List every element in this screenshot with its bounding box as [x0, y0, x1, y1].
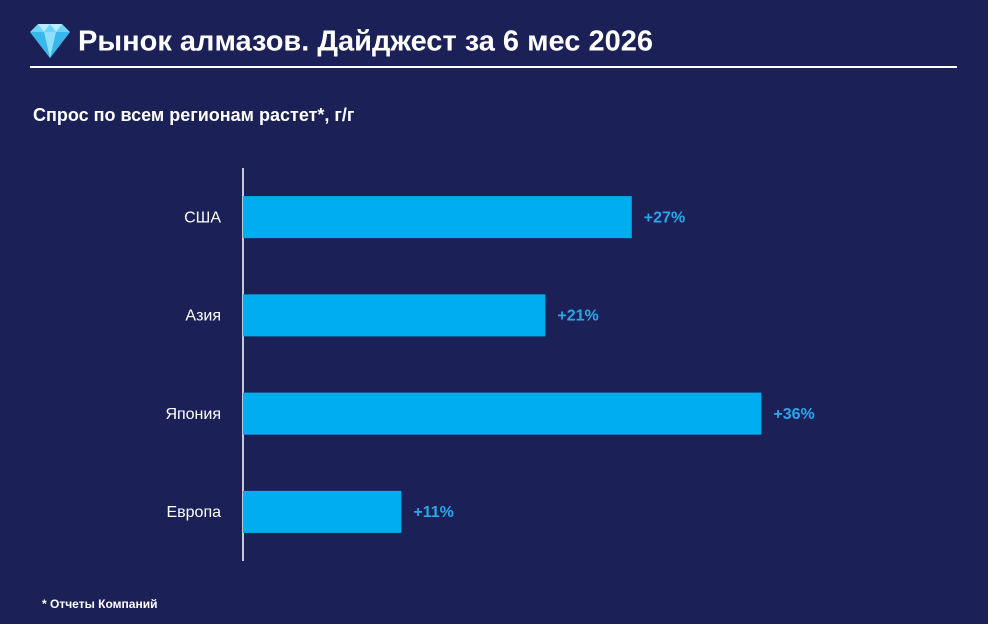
y-tick-label: США [184, 209, 221, 226]
bar [243, 294, 546, 337]
value-label: +27% [644, 209, 685, 226]
footnote: * Отчеты Компаний [42, 597, 157, 611]
chart-title: Рынок алмазов. Дайджест за 6 мес 2026 [78, 26, 653, 58]
y-tick-label: Япония [165, 406, 221, 423]
value-label: +36% [773, 406, 814, 423]
bar [243, 196, 632, 239]
bar [243, 490, 402, 533]
value-label: +11% [413, 504, 453, 521]
diamond-icon [30, 24, 70, 58]
chart-subtitle: Спрос по всем регионам растет*, г/г [33, 105, 355, 125]
y-tick-label: Азия [185, 308, 221, 325]
y-tick-label: Европа [166, 504, 221, 521]
value-label: +21% [557, 308, 598, 325]
bar [243, 392, 762, 435]
